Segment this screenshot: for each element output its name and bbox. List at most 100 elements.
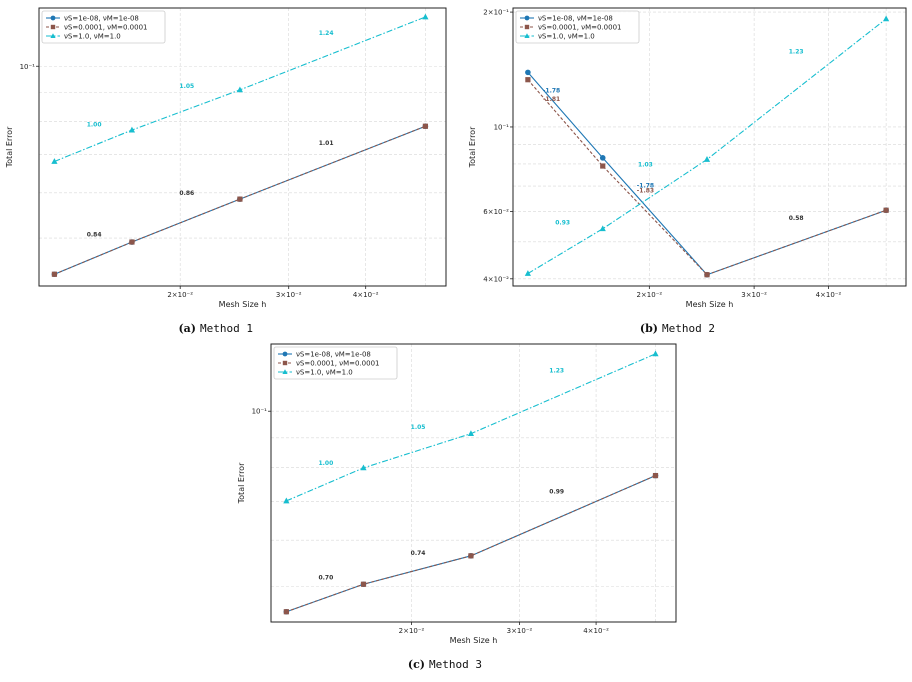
x-axis-label: Mesh Size h [686, 300, 734, 309]
caption-name: Method 2 [662, 322, 715, 335]
series-line [527, 18, 887, 274]
y-axis-label: Total Error [237, 462, 246, 504]
data-point [236, 86, 244, 93]
legend-marker [524, 24, 530, 30]
data-point [422, 123, 429, 129]
chart-c: 2×10⁻² 3×10⁻² 4×10⁻² 10⁻¹ Mesh Size h Total E… [237, 343, 677, 671]
series-3 [283, 350, 659, 504]
series-3 [524, 15, 890, 276]
y-axis-label: Total Error [5, 126, 14, 168]
legend-label: νS=1e-08, νM=1e-08 [64, 15, 139, 23]
x-tick-label: 4×10⁻² [353, 291, 379, 299]
slope-label: 0.93 [555, 220, 570, 227]
plot-frame [38, 7, 447, 287]
data-point [652, 350, 659, 357]
y-tick-label: 10⁻¹ [20, 63, 36, 71]
x-tick-label: 4×10⁻² [583, 627, 609, 635]
caption: (a) Method 1 [178, 322, 253, 335]
series-line [286, 475, 656, 613]
grid [271, 344, 676, 622]
data-point [703, 156, 711, 162]
slope-label: -1.81 [543, 96, 560, 103]
series-line [527, 79, 887, 276]
slope-label: 1.03 [638, 161, 653, 168]
slope-label: 1.00 [318, 460, 333, 467]
slope-label: 1.05 [411, 424, 426, 431]
data-point [467, 430, 475, 437]
legend-label: νS=0.0001, νM=0.0001 [64, 24, 147, 32]
chart-a: 2×10⁻² 3×10⁻² 4×10⁻² 10⁻¹ Mesh Size h Total E… [5, 7, 447, 335]
caption: (b) Method 2 [640, 322, 715, 335]
x-tick-label: 3×10⁻² [276, 291, 302, 299]
data-point [129, 239, 135, 245]
slope-label: 1.23 [789, 48, 804, 55]
caption-name: Method 1 [200, 322, 253, 335]
data-point [599, 155, 606, 161]
slope-label: 0.74 [411, 550, 426, 557]
legend-marker [282, 369, 288, 374]
slope-label: 1.01 [319, 140, 334, 147]
legend-box [515, 10, 640, 44]
legend-label: νS=1.0, νM=1.0 [296, 369, 353, 377]
data-point [525, 77, 531, 83]
data-point [283, 609, 289, 615]
grid [39, 8, 446, 286]
data-point [652, 472, 659, 479]
series-line [286, 475, 656, 613]
legend-marker [50, 33, 56, 38]
legend-label: νS=1e-08, νM=1e-08 [538, 15, 613, 23]
y-tick-label: 10⁻¹ [252, 408, 268, 416]
series-1 [525, 69, 889, 278]
caption: (c) Method 3 [408, 658, 482, 671]
legend-label: νS=0.0001, νM=0.0001 [538, 24, 621, 32]
x-tick-label: 2×10⁻² [399, 627, 425, 635]
data-point [599, 225, 606, 232]
caption-tag: (c) [408, 658, 425, 671]
legend-label: νS=1.0, νM=1.0 [538, 33, 595, 41]
x-tick-label: 2×10⁻² [636, 291, 662, 299]
slope-label: 0.70 [318, 574, 333, 581]
x-tick-label: 3×10⁻² [741, 291, 767, 299]
slope-label: 0.99 [549, 488, 564, 495]
series-line [54, 16, 426, 162]
slope-label: -1.83 [637, 187, 654, 194]
series-2 [51, 123, 429, 277]
legend-box [41, 10, 166, 44]
data-point [525, 69, 531, 76]
data-point [468, 553, 474, 559]
data-point [128, 126, 136, 133]
legend-marker [282, 351, 288, 357]
chart-b: 2×10⁻² 3×10⁻² 4×10⁻² 4×10⁻² 6×10⁻² 10⁻¹ 2×10⁻¹… [468, 7, 907, 335]
x-axis-label: Mesh Size h [450, 636, 498, 645]
legend-label: νS=1.0, νM=1.0 [64, 33, 121, 41]
legend-label: νS=0.0001, νM=0.0001 [296, 360, 379, 368]
x-tick-label: 4×10⁻² [816, 291, 842, 299]
caption-tag: (b) [640, 322, 658, 335]
caption-name: Method 3 [429, 658, 482, 671]
data-point [883, 207, 889, 213]
data-point [51, 158, 58, 164]
plot-frame [270, 343, 677, 623]
x-tick-label: 3×10⁻² [507, 627, 533, 635]
slope-label: -1.78 [543, 88, 560, 95]
series-line [54, 125, 426, 275]
legend-label: νS=1e-08, νM=1e-08 [296, 351, 371, 359]
data-point [600, 163, 606, 169]
series-2 [283, 472, 659, 615]
y-tick-label: 6×10⁻² [483, 208, 509, 216]
series-2 [525, 77, 889, 278]
y-tick-label: 10⁻¹ [494, 123, 510, 131]
data-point [524, 270, 531, 276]
series-line [286, 353, 656, 502]
data-point [283, 497, 290, 504]
legend-marker [50, 24, 56, 30]
data-point [51, 271, 58, 277]
data-point [360, 464, 367, 471]
legend-marker [524, 15, 530, 21]
plot-frame [512, 7, 907, 287]
y-tick-label: 4×10⁻² [483, 275, 509, 283]
legend-marker [282, 360, 288, 366]
slope-label: 1.23 [549, 368, 564, 375]
